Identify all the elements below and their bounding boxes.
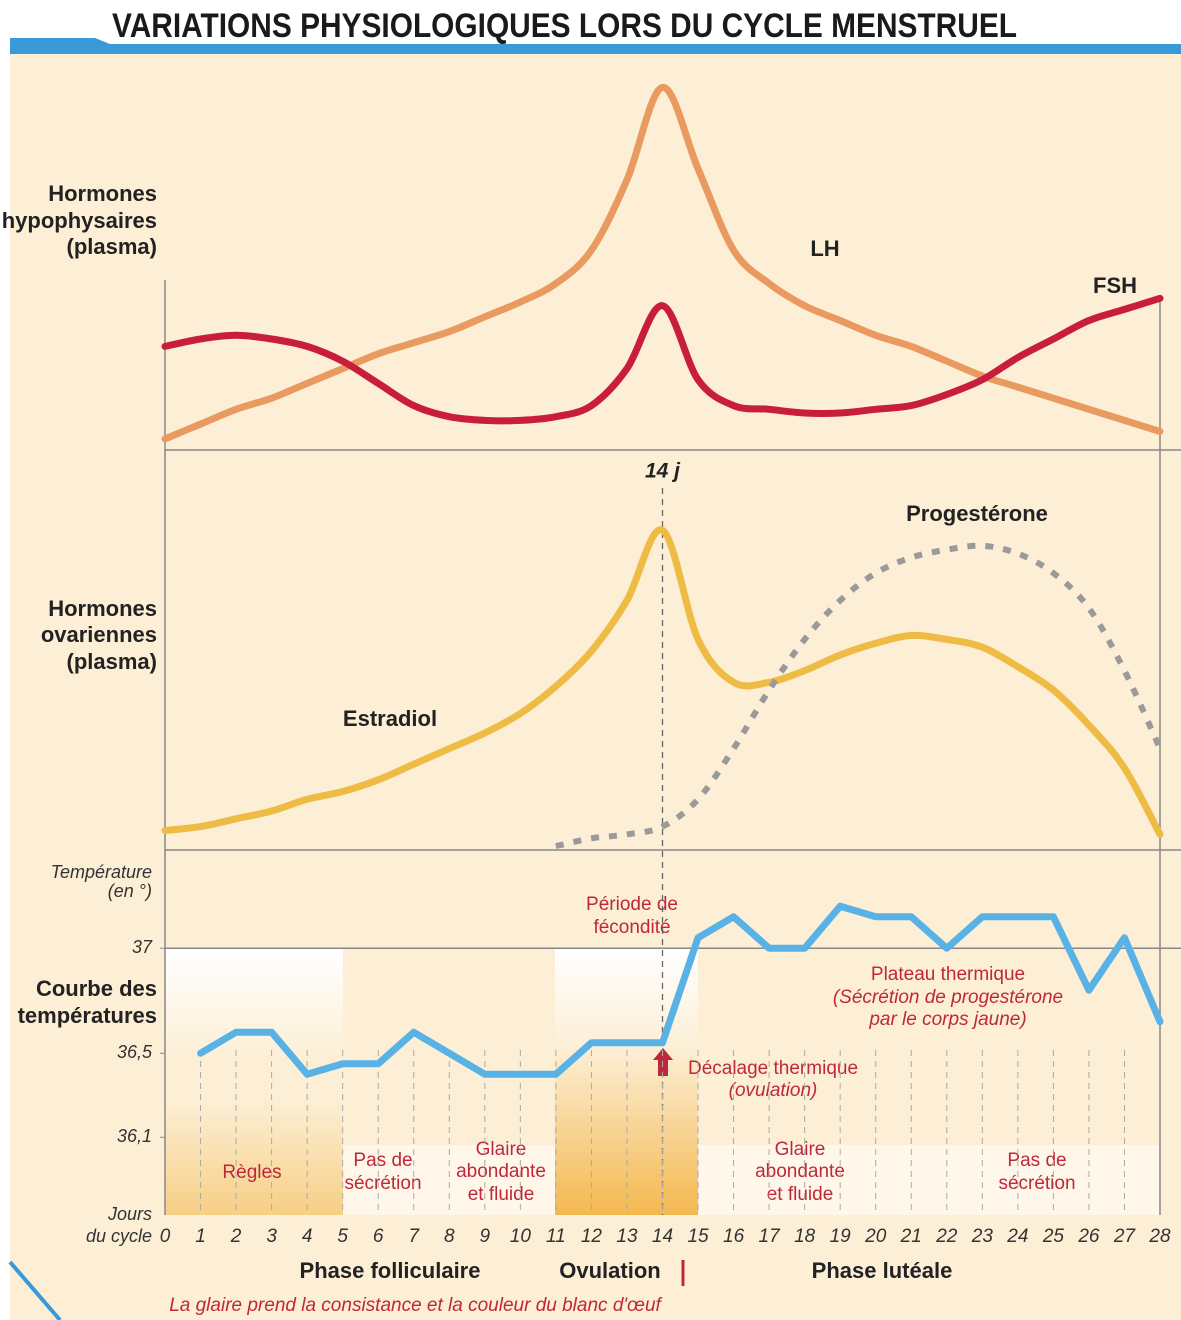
x-tick-label: 10 — [510, 1226, 532, 1247]
title: VARIATIONS PHYSIOLOGIQUES LORS DU CYCLE … — [112, 7, 1017, 45]
panel-label: températures — [18, 1003, 157, 1028]
series-label: FSH — [1093, 273, 1137, 298]
panel-label: ovariennes — [41, 622, 157, 647]
x-tick-label: 2 — [230, 1226, 242, 1247]
annotation: sécrétion — [344, 1173, 421, 1194]
x-tick-label: 24 — [1006, 1226, 1028, 1247]
annotation: sécrétion — [998, 1173, 1075, 1194]
x-tick-label: 1 — [195, 1226, 206, 1247]
annotation: abondante — [755, 1161, 845, 1182]
panel-label: (plasma) — [67, 234, 157, 259]
x-tick-label: 11 — [546, 1226, 566, 1247]
x-label: Jours — [107, 1204, 152, 1224]
annotation: abondante — [456, 1161, 546, 1182]
band — [165, 948, 343, 1058]
panel-label: Hormones — [48, 596, 157, 621]
annotation: (ovulation) — [729, 1080, 818, 1101]
x-tick-label: 4 — [302, 1226, 313, 1247]
annotation: Glaire — [476, 1139, 527, 1160]
y-tick-label: 36,1 — [117, 1126, 152, 1146]
title-bar — [10, 38, 1181, 54]
annotation: Pas de — [1007, 1150, 1066, 1171]
panel-label: hypophysaires — [2, 208, 157, 233]
band — [165, 1100, 343, 1215]
x-tick-label: 21 — [900, 1226, 922, 1247]
x-tick-label: 0 — [160, 1226, 171, 1247]
y-tick-label: 37 — [132, 937, 153, 957]
band — [343, 1145, 555, 1215]
x-tick-label: 19 — [830, 1226, 852, 1247]
y-unit: (en °) — [108, 881, 152, 901]
y-tick-label: 36,5 — [117, 1042, 153, 1062]
series-line — [555, 542, 1163, 850]
footer: La glaire prend la consistance et la cou… — [169, 1295, 662, 1316]
series-label: LH — [810, 236, 839, 261]
phase-label: Ovulation — [559, 1258, 660, 1283]
series-label: Progestérone — [906, 501, 1048, 526]
x-tick-label: 22 — [935, 1226, 958, 1247]
annotation: (Sécrétion de progestérone — [833, 987, 1063, 1008]
x-tick-label: 18 — [794, 1226, 816, 1247]
series-line — [161, 294, 1164, 425]
annotation: et fluide — [767, 1184, 834, 1205]
corner-deco — [8, 1260, 62, 1320]
annotation: fécondité — [593, 917, 670, 938]
x-tick-label: 25 — [1042, 1226, 1065, 1247]
x-label: du cycle — [86, 1226, 152, 1246]
annotation: par le corps jaune) — [868, 1009, 1026, 1030]
x-tick-label: 6 — [373, 1226, 384, 1247]
annotation: et fluide — [468, 1184, 535, 1205]
annotation: Glaire — [775, 1139, 826, 1160]
phase-label: Phase folliculaire — [300, 1258, 481, 1283]
x-tick-label: 13 — [616, 1226, 638, 1247]
annotation: Période de — [586, 894, 678, 915]
x-tick-label: 20 — [864, 1226, 887, 1247]
band — [698, 1145, 1160, 1215]
x-tick-label: 27 — [1113, 1226, 1137, 1247]
series-line — [161, 526, 1164, 838]
series-line — [197, 902, 1164, 1078]
annotation: Règles — [222, 1162, 281, 1183]
annotation: Plateau thermique — [871, 964, 1025, 985]
x-tick-label: 15 — [687, 1226, 709, 1247]
x-tick-label: 9 — [480, 1226, 491, 1247]
annotation: Décalage thermique — [688, 1058, 858, 1079]
x-tick-label: 23 — [971, 1226, 994, 1247]
x-tick-label: 14 — [652, 1226, 673, 1247]
x-tick-label: 7 — [408, 1226, 420, 1247]
marker-label: 14 j — [645, 460, 681, 483]
x-tick-label: 5 — [337, 1226, 348, 1247]
panel-label: Courbe des — [36, 976, 157, 1001]
y-unit: Température — [51, 862, 152, 882]
panel-label: Hormones — [48, 181, 157, 206]
x-tick-label: 28 — [1148, 1226, 1171, 1247]
x-tick-label: 17 — [759, 1226, 782, 1247]
series-label: Estradiol — [343, 706, 437, 731]
phase-label: Phase lutéale — [812, 1258, 953, 1283]
x-tick-label: 3 — [266, 1226, 277, 1247]
x-tick-label: 8 — [444, 1226, 455, 1247]
x-tick-label: 16 — [723, 1226, 745, 1247]
x-tick-label: 12 — [581, 1226, 603, 1247]
panel-label: (plasma) — [67, 649, 157, 674]
annotation: Pas de — [353, 1150, 412, 1171]
x-tick-label: 26 — [1077, 1226, 1100, 1247]
